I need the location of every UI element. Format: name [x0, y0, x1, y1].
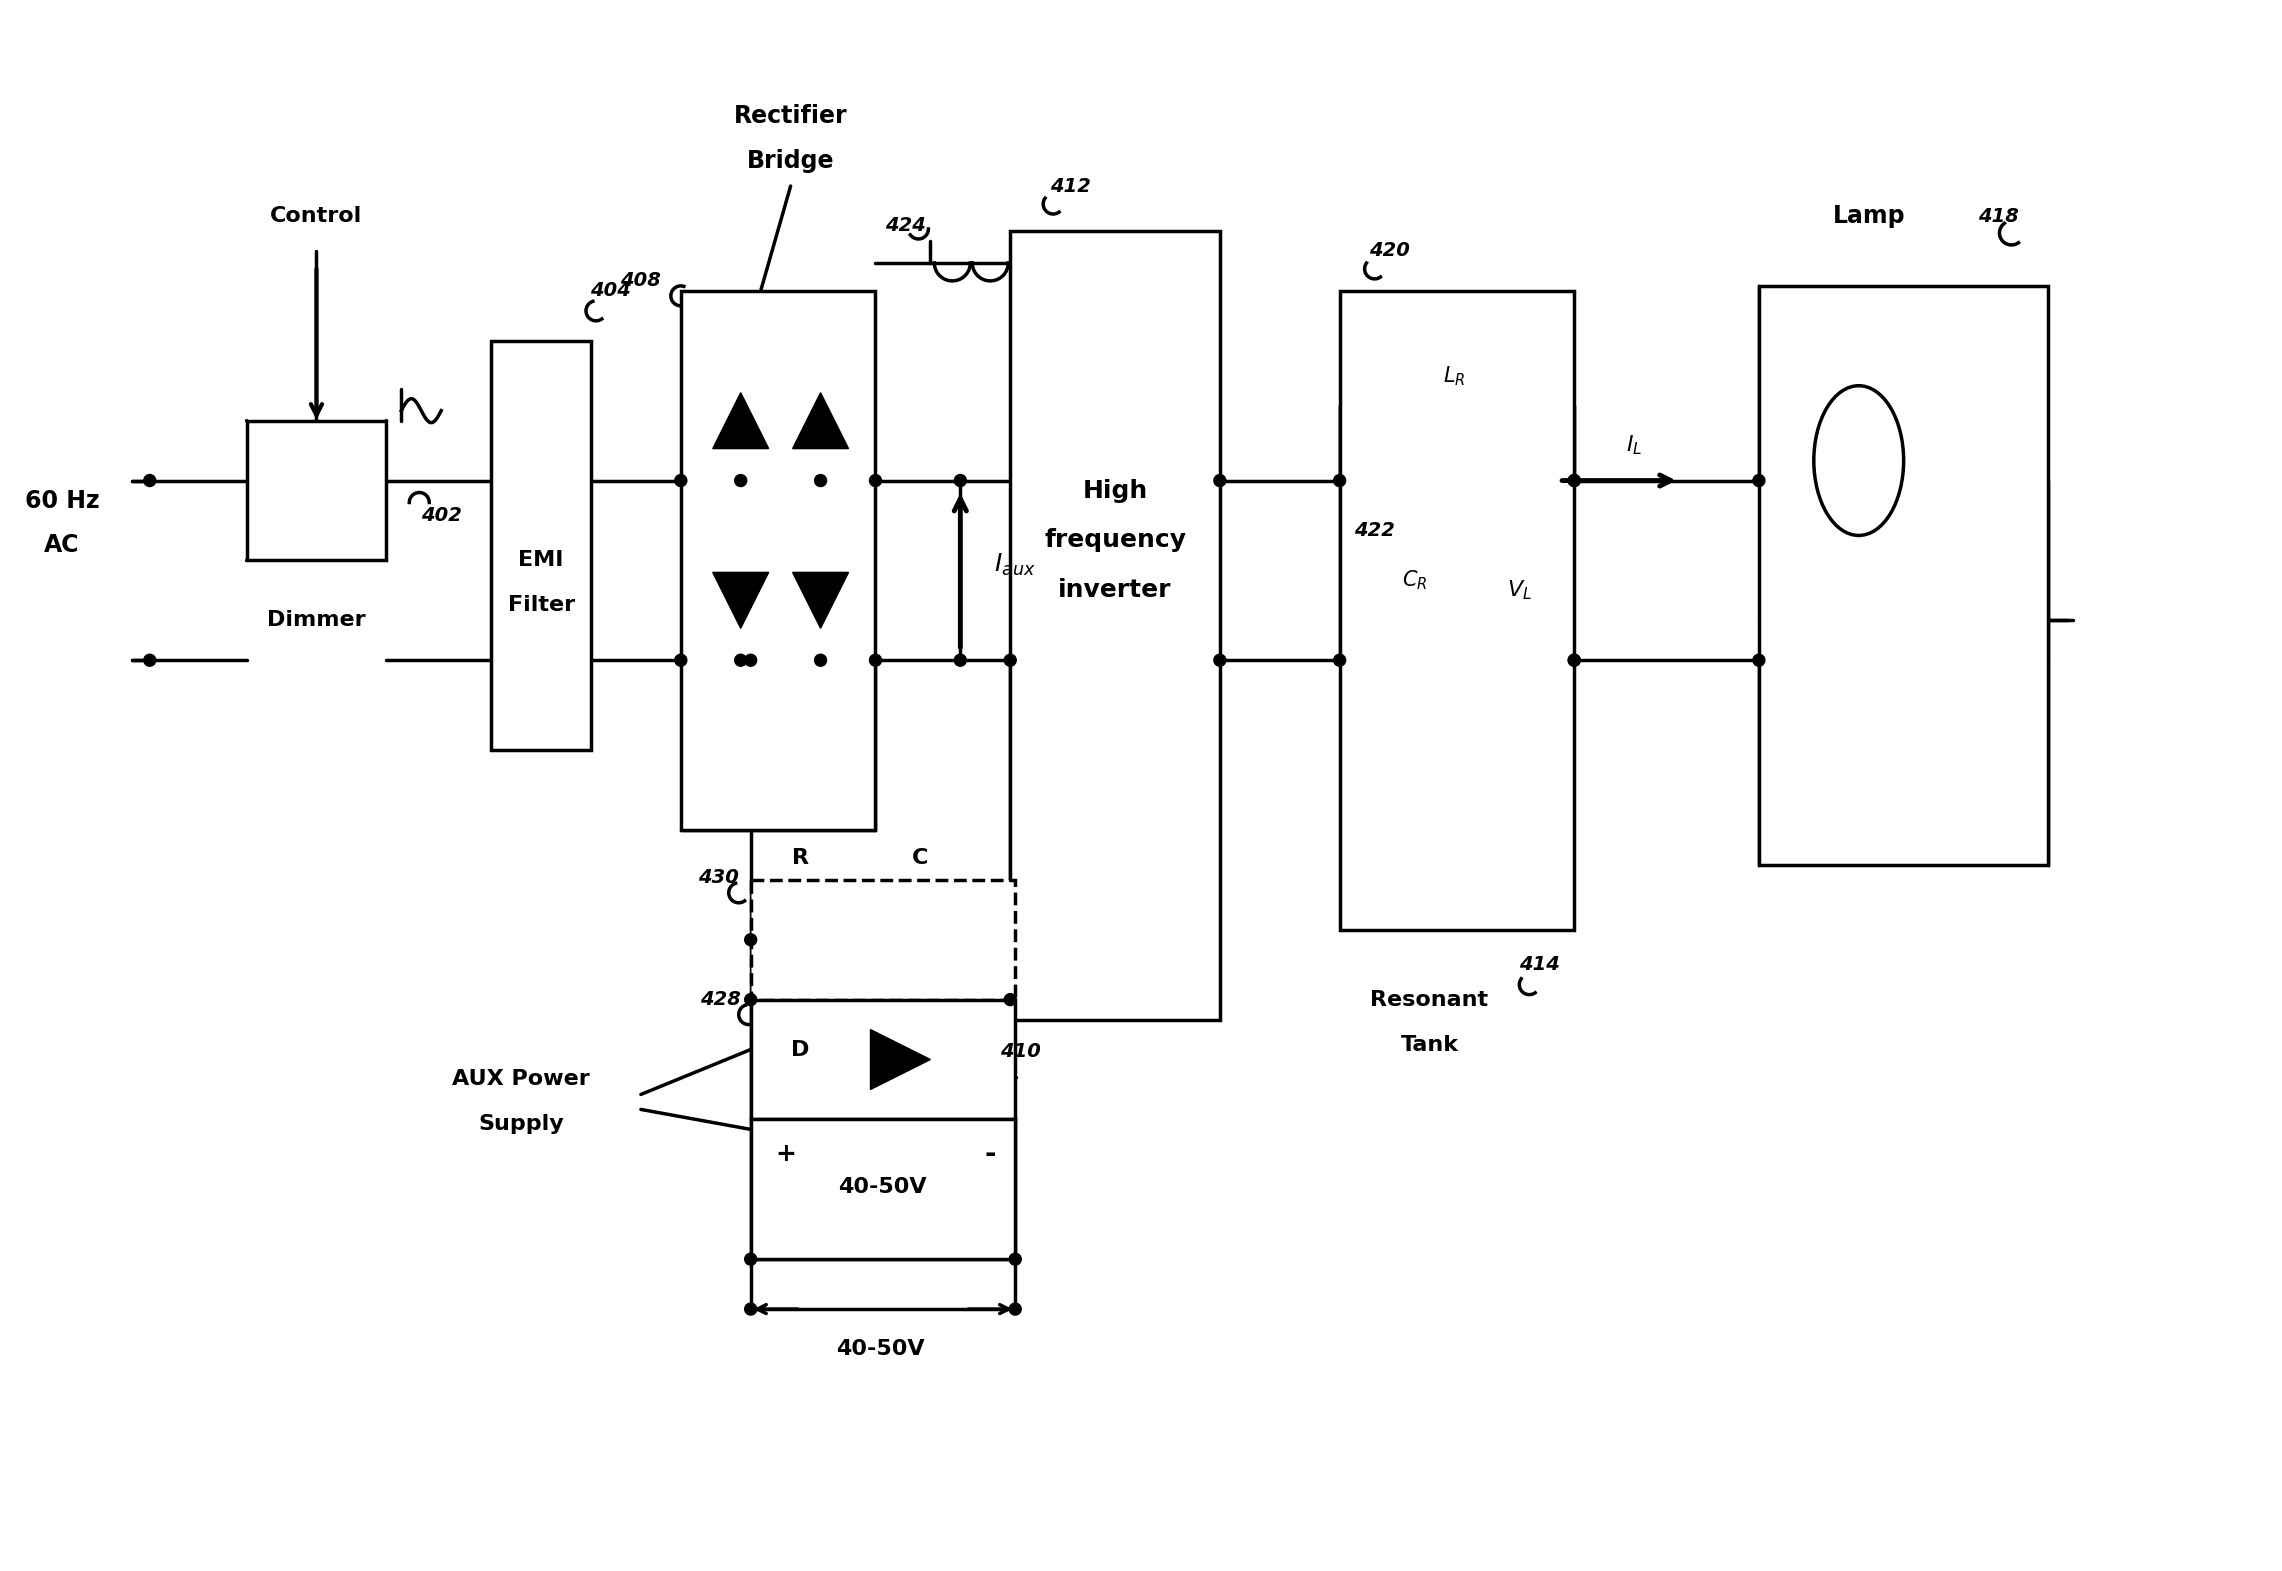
Text: 422: 422 — [1353, 522, 1394, 540]
Circle shape — [954, 474, 965, 487]
Circle shape — [1568, 474, 1579, 487]
Text: 418: 418 — [1978, 206, 2020, 226]
Bar — [751, 999, 1015, 1120]
Text: $C_R$: $C_R$ — [1401, 569, 1426, 592]
Circle shape — [744, 993, 758, 1005]
Circle shape — [1214, 654, 1225, 666]
Bar — [751, 1120, 1015, 1260]
Text: 414: 414 — [1520, 955, 1559, 974]
Text: AUX Power: AUX Power — [452, 1070, 591, 1089]
Text: C: C — [913, 848, 929, 867]
Circle shape — [144, 654, 155, 666]
Text: R: R — [792, 848, 810, 867]
Circle shape — [1753, 474, 1764, 487]
Text: Lamp: Lamp — [1832, 204, 1905, 228]
Circle shape — [1333, 654, 1346, 666]
Text: +: + — [776, 1142, 796, 1166]
Circle shape — [1004, 654, 1015, 666]
Text: $I_L$: $I_L$ — [1627, 434, 1643, 457]
Bar — [680, 291, 876, 829]
Circle shape — [735, 654, 746, 666]
Text: 428: 428 — [701, 990, 742, 1009]
Polygon shape — [712, 572, 769, 628]
Text: frequency: frequency — [1045, 528, 1187, 553]
Text: High: High — [1082, 479, 1148, 503]
Circle shape — [144, 474, 155, 487]
Circle shape — [675, 474, 687, 487]
Circle shape — [815, 654, 826, 666]
Text: $L_R$: $L_R$ — [1442, 364, 1465, 388]
Circle shape — [1753, 654, 1764, 666]
Circle shape — [1568, 654, 1579, 666]
Text: 60 Hz: 60 Hz — [25, 489, 98, 512]
Bar — [1011, 231, 1221, 1020]
Polygon shape — [792, 393, 849, 449]
Circle shape — [815, 474, 826, 487]
Text: Bridge: Bridge — [746, 149, 835, 173]
Text: Tank: Tank — [1401, 1035, 1458, 1054]
Circle shape — [954, 654, 965, 666]
Text: Rectifier: Rectifier — [735, 104, 847, 129]
Circle shape — [1214, 474, 1225, 487]
Circle shape — [1009, 1254, 1022, 1265]
Text: 430: 430 — [698, 869, 739, 888]
Text: Control: Control — [269, 206, 363, 226]
Text: $I_{aux}$: $I_{aux}$ — [995, 553, 1036, 578]
Text: 412: 412 — [1050, 176, 1091, 195]
Bar — [1759, 286, 2049, 866]
Circle shape — [1009, 1302, 1022, 1315]
Text: Supply: Supply — [479, 1114, 564, 1134]
Text: $V_L$: $V_L$ — [1506, 578, 1531, 602]
Circle shape — [744, 933, 758, 946]
Bar — [246, 421, 386, 561]
Text: AC: AC — [43, 534, 80, 558]
Polygon shape — [869, 1029, 931, 1089]
Text: 410: 410 — [1000, 1042, 1041, 1060]
Circle shape — [1568, 654, 1579, 666]
Text: D: D — [792, 1040, 810, 1059]
Circle shape — [1004, 993, 1015, 1005]
Circle shape — [869, 474, 881, 487]
Bar — [751, 880, 1015, 999]
Text: Filter: Filter — [507, 595, 575, 616]
Polygon shape — [712, 393, 769, 449]
Circle shape — [735, 474, 746, 487]
Text: EMI: EMI — [518, 550, 564, 570]
Text: Dimmer: Dimmer — [267, 610, 365, 630]
Text: Resonant: Resonant — [1371, 990, 1488, 1010]
Circle shape — [869, 654, 881, 666]
Ellipse shape — [1814, 386, 1903, 536]
Circle shape — [675, 654, 687, 666]
Circle shape — [1333, 474, 1346, 487]
Text: 40-50V: 40-50V — [837, 1177, 926, 1197]
Text: 420: 420 — [1369, 242, 1410, 261]
Circle shape — [744, 1254, 758, 1265]
Text: inverter: inverter — [1059, 578, 1171, 602]
Bar — [491, 341, 591, 749]
Polygon shape — [792, 572, 849, 628]
Text: 404: 404 — [591, 281, 632, 300]
Circle shape — [744, 1302, 758, 1315]
Text: 40-50V: 40-50V — [835, 1338, 924, 1359]
Bar — [1340, 291, 1575, 930]
Text: 424: 424 — [885, 217, 926, 236]
Circle shape — [744, 654, 758, 666]
Circle shape — [1568, 474, 1579, 487]
Text: 408: 408 — [621, 272, 662, 291]
Text: -: - — [984, 1141, 995, 1169]
Text: 402: 402 — [420, 506, 461, 525]
